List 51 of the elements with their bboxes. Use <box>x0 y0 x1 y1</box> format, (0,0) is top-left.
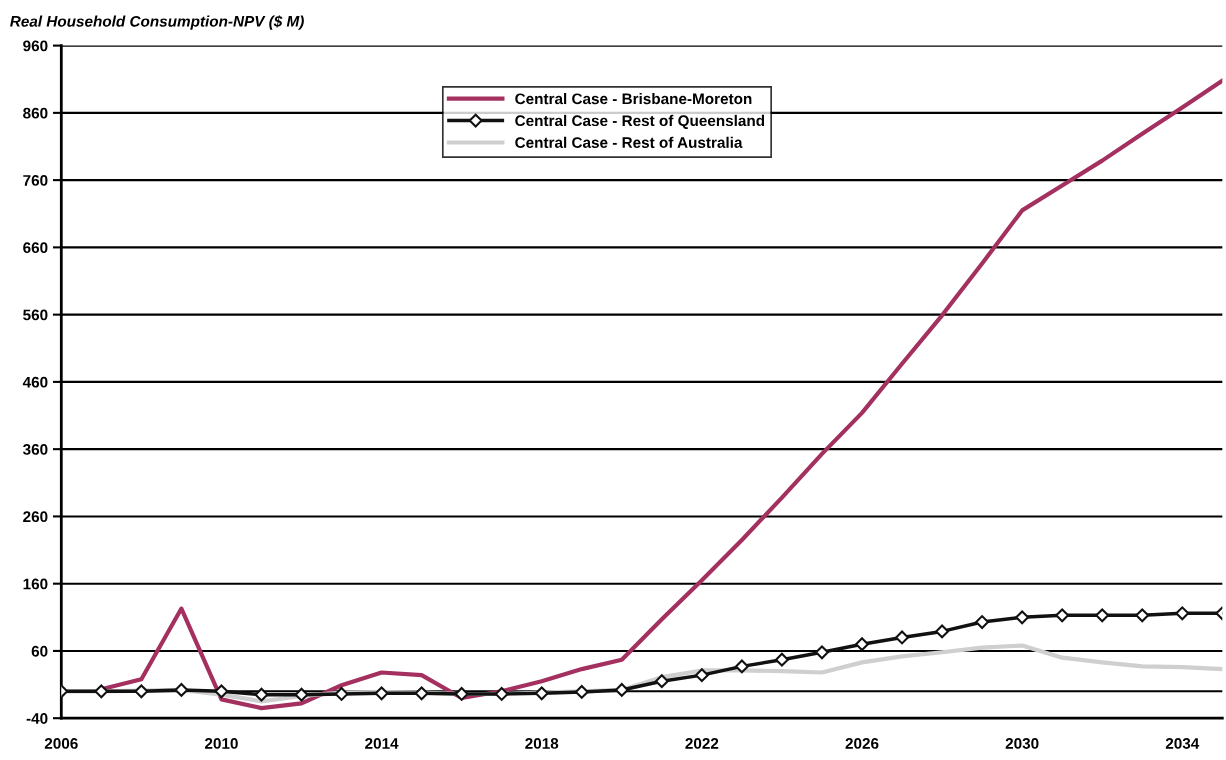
point <box>534 686 549 701</box>
x-tick-label: 2034 <box>1165 738 1200 749</box>
y-tick-label: 360 <box>22 444 48 455</box>
point <box>334 687 349 701</box>
point <box>1095 608 1110 623</box>
point <box>855 637 869 652</box>
point <box>1055 608 1070 623</box>
point <box>895 630 909 645</box>
point <box>815 645 829 660</box>
x-tick-label: 2006 <box>44 738 78 749</box>
point <box>574 685 589 699</box>
point <box>294 687 309 702</box>
point <box>454 687 469 701</box>
point <box>1015 610 1030 625</box>
y-tick-label: 60 <box>31 645 48 657</box>
x-tick-label: 2018 <box>525 738 559 749</box>
point <box>214 684 229 699</box>
point <box>975 615 990 629</box>
point <box>414 686 429 701</box>
y-tick-label: 560 <box>23 309 48 321</box>
point <box>174 683 189 697</box>
x-tick-label: 2022 <box>685 738 719 749</box>
legend-label: Central Case - Rest of Australia <box>515 136 743 148</box>
point <box>935 624 950 639</box>
y-tick-label: 260 <box>23 511 48 523</box>
point <box>134 684 149 699</box>
y-tick-label: 160 <box>23 578 48 590</box>
point <box>614 683 629 697</box>
point <box>94 684 109 699</box>
y-tick-label: 660 <box>23 242 48 254</box>
point <box>254 687 269 702</box>
x-tick-label: 2014 <box>365 738 399 749</box>
point <box>775 652 789 667</box>
x-tick-label: 2026 <box>845 738 879 749</box>
y-tick-label: 760 <box>23 174 48 186</box>
y-tick-label: -40 <box>26 713 48 724</box>
point <box>494 687 509 701</box>
point <box>1175 606 1190 621</box>
point <box>734 659 749 674</box>
x-tick-label: 2030 <box>1005 738 1039 749</box>
chart-title: Real Household Consumption-NPV ($ M) <box>10 15 304 30</box>
point <box>654 674 669 689</box>
point <box>1135 608 1150 623</box>
point <box>374 686 389 701</box>
y-tick-label: 860 <box>23 107 48 119</box>
y-tick-label: 960 <box>23 40 48 52</box>
legend-label: Central Case - Brisbane-Moreton <box>515 92 752 105</box>
legend-label: Central Case - Rest of Queensland <box>515 114 765 129</box>
y-tick-label: 460 <box>22 376 48 388</box>
x-tick-label: 2010 <box>204 738 238 749</box>
point <box>694 668 709 683</box>
